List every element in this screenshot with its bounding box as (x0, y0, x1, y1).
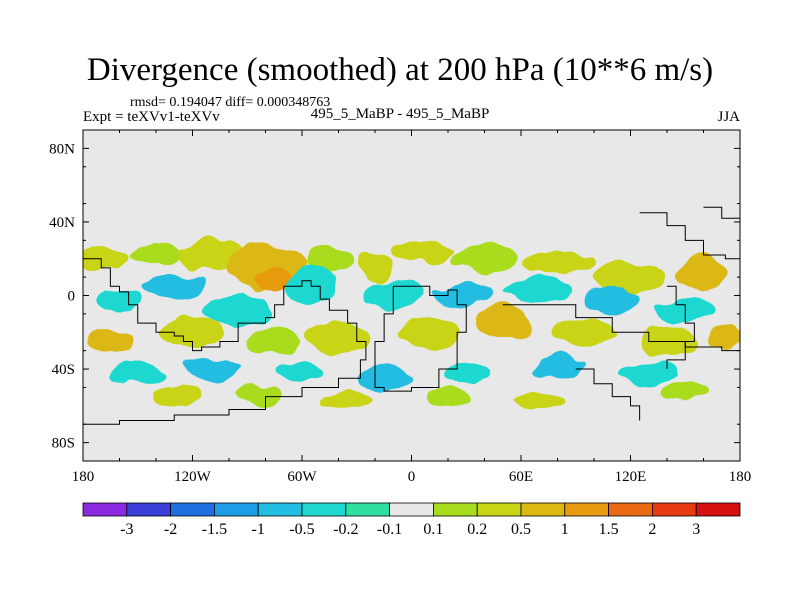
colorbar-box (126, 502, 172, 517)
x-tick-label: 0 (408, 469, 416, 485)
colorbar-label: -3 (120, 521, 133, 538)
coastline (703, 206, 740, 219)
colorbar-label: -0.1 (377, 521, 402, 538)
colorbar-box (432, 502, 478, 517)
comparison-label: 495_5_MaBP - 495_5_MaBP (310, 106, 490, 122)
field-region (619, 361, 678, 384)
colorbar-box (301, 502, 347, 517)
colorbar-label: 3 (692, 521, 700, 538)
x-tick-label: 180 (729, 469, 752, 485)
field-region (354, 367, 414, 390)
colorbar-box (564, 502, 609, 517)
field-region (552, 319, 618, 346)
colorbar-label: 0.1 (423, 521, 443, 538)
field-region (473, 306, 532, 340)
field-region (513, 391, 565, 410)
colorbar-box (608, 502, 653, 517)
field-region (249, 326, 301, 357)
x-tick-label: 120W (174, 469, 212, 485)
colorbar-box (520, 502, 566, 517)
field-region (387, 238, 454, 261)
colorbar-label: -0.5 (289, 521, 314, 538)
y-tick-label: 0 (68, 289, 76, 305)
field-region (594, 262, 667, 292)
y-tick-label: 40S (52, 362, 75, 378)
experiment-label: Expt = teXVv1-teXVv (83, 109, 220, 125)
colorbar-box (257, 502, 303, 517)
stats-label: rmsd= 0.194047 diff= 0.000348763 (130, 95, 331, 110)
field-region (531, 358, 584, 381)
colorbar-label: -0.2 (333, 521, 358, 538)
colorbar-label: 1.5 (599, 521, 619, 538)
field-region (148, 387, 200, 406)
coastline (374, 285, 467, 392)
field-region (112, 361, 164, 384)
field-region (201, 295, 275, 325)
x-tick-label: 120E (615, 469, 647, 485)
colorbar-box (213, 502, 259, 517)
colorbar-label: -1.5 (202, 521, 227, 538)
chart-title: Divergence (smoothed) at 200 hPa (10**6 … (86, 52, 714, 88)
field-region (88, 326, 133, 357)
coastline (666, 285, 695, 370)
season-label: JJA (717, 109, 740, 125)
y-axis: 80N 40N 0 40S 80S (49, 129, 740, 462)
x-tick-label: 60E (509, 469, 533, 485)
field-region (583, 286, 642, 313)
x-tick-label: 180 (72, 469, 95, 485)
colorbar-box (170, 502, 215, 517)
colorbar-label: 1 (561, 521, 569, 538)
colorbar-box (82, 502, 128, 517)
field-region (426, 387, 470, 406)
field-region (141, 275, 208, 298)
colorbar-label: -1 (252, 521, 265, 538)
colorbar-label: 0.5 (511, 521, 531, 538)
y-tick-label: 40N (49, 215, 75, 231)
colorbar-box (476, 502, 522, 517)
coastline (575, 368, 641, 421)
field-region (521, 249, 594, 276)
y-tick-label: 80S (52, 436, 75, 452)
field-region (181, 358, 240, 381)
field-region (303, 244, 355, 274)
field-region (396, 317, 463, 347)
field-region (356, 253, 394, 283)
field-region (97, 289, 142, 313)
field-region (130, 242, 182, 265)
field-region (659, 381, 711, 401)
x-tick-label: 60W (287, 469, 317, 485)
coastline (83, 258, 367, 425)
colorbar-label: -2 (164, 521, 177, 538)
coastline (502, 304, 740, 355)
colorbar-label: 2 (648, 521, 656, 538)
field-region (506, 277, 573, 303)
y-tick-label: 80N (49, 141, 75, 157)
colorbar-box (345, 502, 390, 517)
field-region (451, 245, 518, 272)
colorbar-box (389, 502, 434, 517)
field-region (83, 245, 131, 272)
coastlines (83, 206, 740, 425)
field-region (707, 323, 740, 349)
field-region (305, 321, 372, 351)
coastline (639, 212, 740, 260)
colorbar-label: 0.2 (467, 521, 487, 538)
field-region (322, 391, 374, 410)
field-region (276, 361, 328, 384)
field-region (677, 256, 730, 290)
colorbar-box (695, 502, 741, 517)
colorbar-box (652, 502, 697, 517)
field-region (159, 317, 226, 347)
x-axis: 180 120W 60W 0 60E 120E 180 (72, 130, 752, 485)
field-region (440, 361, 492, 384)
colorbar: -3 -2 -1.5 -1 -0.5 -0.2 -0.1 0.1 0.2 0.5 1 1.5 2 3 (82, 502, 741, 538)
field-region (234, 387, 279, 406)
